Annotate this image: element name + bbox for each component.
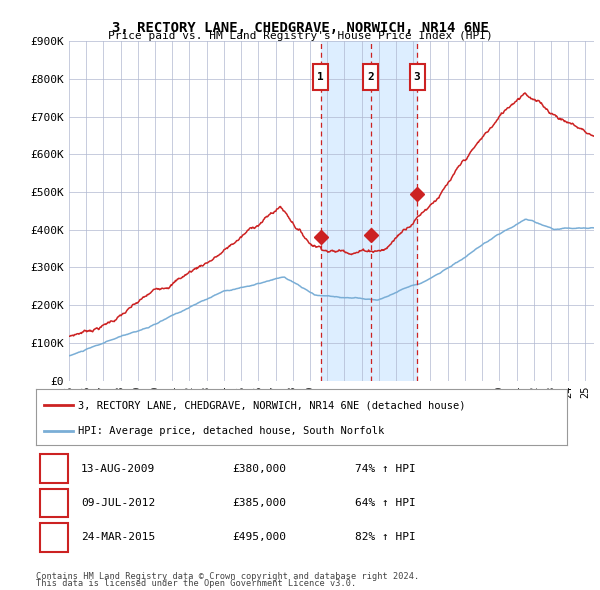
- Text: 82% ↑ HPI: 82% ↑ HPI: [355, 532, 415, 542]
- Text: 2: 2: [50, 496, 58, 510]
- Text: 1: 1: [317, 72, 324, 82]
- FancyBboxPatch shape: [40, 454, 68, 483]
- Text: 3, RECTORY LANE, CHEDGRAVE, NORWICH, NR14 6NE (detached house): 3, RECTORY LANE, CHEDGRAVE, NORWICH, NR1…: [79, 400, 466, 410]
- Text: 3: 3: [50, 530, 58, 543]
- FancyBboxPatch shape: [363, 64, 378, 90]
- FancyBboxPatch shape: [40, 523, 68, 552]
- FancyBboxPatch shape: [40, 489, 68, 517]
- Text: 24-MAR-2015: 24-MAR-2015: [81, 532, 155, 542]
- FancyBboxPatch shape: [313, 64, 328, 90]
- Text: 09-JUL-2012: 09-JUL-2012: [81, 498, 155, 508]
- FancyBboxPatch shape: [410, 64, 425, 90]
- Text: This data is licensed under the Open Government Licence v3.0.: This data is licensed under the Open Gov…: [36, 579, 356, 588]
- Text: 13-AUG-2009: 13-AUG-2009: [81, 464, 155, 474]
- Text: 64% ↑ HPI: 64% ↑ HPI: [355, 498, 415, 508]
- Bar: [320, 41, 417, 381]
- Text: £385,000: £385,000: [232, 498, 286, 508]
- Text: 3, RECTORY LANE, CHEDGRAVE, NORWICH, NR14 6NE: 3, RECTORY LANE, CHEDGRAVE, NORWICH, NR1…: [112, 21, 488, 35]
- Text: 2: 2: [367, 72, 374, 82]
- Text: Contains HM Land Registry data © Crown copyright and database right 2024.: Contains HM Land Registry data © Crown c…: [36, 572, 419, 581]
- Text: 1: 1: [50, 463, 58, 476]
- Text: £380,000: £380,000: [232, 464, 286, 474]
- Text: £495,000: £495,000: [232, 532, 286, 542]
- Text: 3: 3: [414, 72, 421, 82]
- Text: HPI: Average price, detached house, South Norfolk: HPI: Average price, detached house, Sout…: [79, 426, 385, 436]
- Text: 74% ↑ HPI: 74% ↑ HPI: [355, 464, 415, 474]
- Text: Price paid vs. HM Land Registry's House Price Index (HPI): Price paid vs. HM Land Registry's House …: [107, 31, 493, 41]
